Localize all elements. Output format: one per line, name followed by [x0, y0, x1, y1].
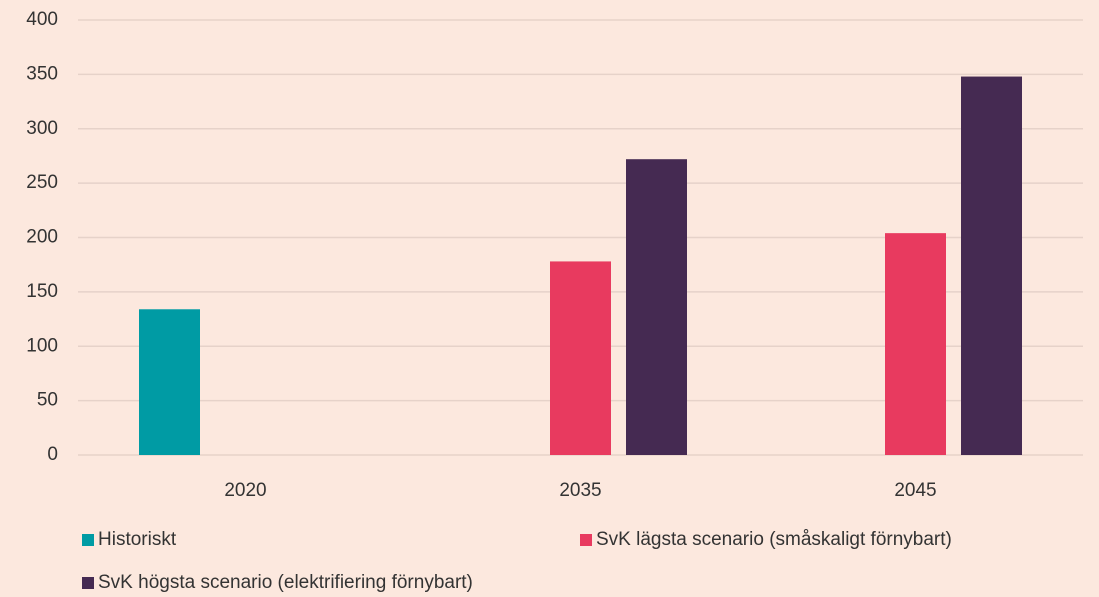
legend-swatch: [82, 534, 94, 546]
legend-swatch: [82, 577, 94, 589]
legend-label: SvK högsta scenario (elektrifiering förn…: [98, 572, 473, 593]
y-tick-label: 250: [26, 172, 58, 193]
y-tick-label: 350: [26, 63, 58, 84]
y-tick-label: 0: [47, 444, 58, 465]
x-tick-label: 2035: [559, 480, 601, 501]
bar: [961, 76, 1022, 456]
bar: [626, 159, 687, 455]
y-tick-label: 400: [26, 9, 58, 30]
y-tick-label: 300: [26, 118, 58, 139]
y-tick-label: 50: [37, 390, 58, 411]
bar: [139, 309, 200, 455]
legend-swatch: [580, 534, 592, 546]
legend-label: SvK lägsta scenario (småskaligt förnybar…: [596, 529, 952, 550]
bar: [885, 233, 946, 455]
y-tick-label: 100: [26, 335, 58, 356]
y-tick-label: 200: [26, 227, 58, 248]
legend-label: Historiskt: [98, 529, 177, 550]
x-tick-label: 2020: [224, 480, 266, 501]
bar: [550, 261, 611, 455]
y-tick-label: 150: [26, 281, 58, 302]
x-tick-label: 2045: [894, 480, 936, 501]
